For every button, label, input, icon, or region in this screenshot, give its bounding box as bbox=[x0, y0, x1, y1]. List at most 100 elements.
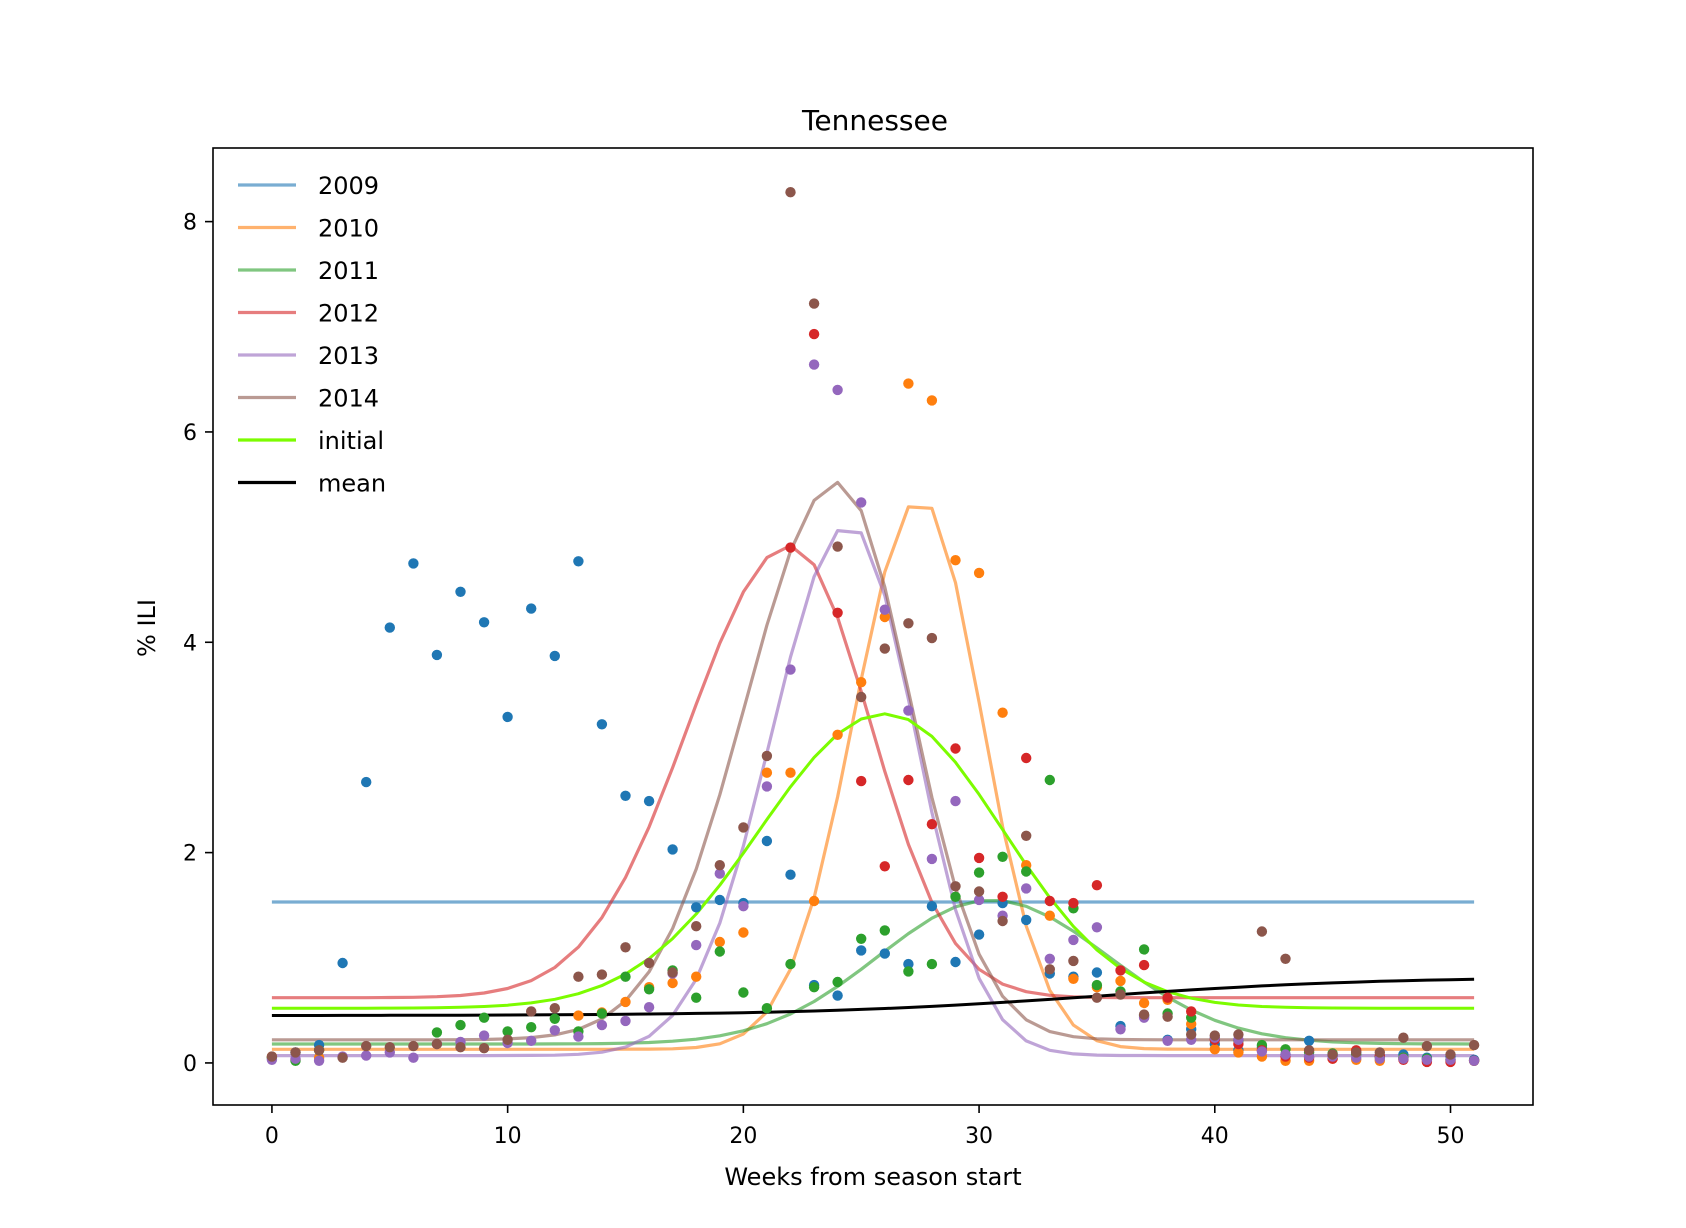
point-2014 bbox=[1233, 1029, 1244, 1040]
point-2011 bbox=[620, 971, 631, 982]
point-2011 bbox=[1138, 944, 1150, 955]
legend-label-initial: initial bbox=[318, 427, 384, 455]
point-2012 bbox=[950, 743, 961, 754]
point-2014 bbox=[1327, 1049, 1338, 1060]
point-2014 bbox=[1091, 992, 1103, 1003]
point-2013 bbox=[808, 359, 820, 370]
point-2013 bbox=[1091, 922, 1103, 933]
point-2012 bbox=[997, 891, 1008, 902]
point-2014 bbox=[290, 1047, 301, 1058]
point-2013 bbox=[1468, 1055, 1480, 1067]
point-2009 bbox=[903, 958, 914, 970]
point-2014 bbox=[1468, 1039, 1480, 1051]
x-tick-label: 10 bbox=[494, 1124, 522, 1149]
point-2013 bbox=[1398, 1053, 1409, 1064]
point-2009 bbox=[408, 558, 419, 569]
point-2014 bbox=[549, 1003, 560, 1014]
point-2012 bbox=[1020, 752, 1032, 764]
point-2014 bbox=[502, 1034, 513, 1046]
point-2013 bbox=[1256, 1046, 1268, 1057]
y-tick-label: 6 bbox=[183, 421, 197, 446]
x-tick-label: 50 bbox=[1437, 1124, 1465, 1149]
point-2010 bbox=[1209, 1044, 1221, 1055]
curve-2013 bbox=[271, 528, 1475, 1058]
point-2014 bbox=[596, 969, 608, 980]
point-2014 bbox=[926, 632, 938, 644]
legend: 2009 2010 2011 2012 2013 2014 initial mean bbox=[238, 172, 386, 498]
point-2011 bbox=[643, 984, 655, 995]
x-tick-label: 30 bbox=[965, 1124, 993, 1149]
point-2011 bbox=[832, 976, 843, 988]
legend-label-mean: mean bbox=[318, 470, 386, 498]
point-2013 bbox=[691, 939, 702, 951]
point-2014 bbox=[997, 915, 1008, 927]
legend-label-2010: 2010 bbox=[318, 215, 379, 243]
point-2009 bbox=[1303, 1035, 1315, 1047]
point-2014 bbox=[714, 860, 725, 871]
legend-label-2014: 2014 bbox=[318, 385, 379, 413]
point-2012 bbox=[1068, 897, 1079, 909]
point-2014 bbox=[667, 967, 678, 978]
point-2014 bbox=[384, 1042, 395, 1053]
point-2010 bbox=[620, 996, 631, 1008]
point-2014 bbox=[478, 1043, 490, 1054]
point-2014 bbox=[1421, 1040, 1433, 1052]
point-2011 bbox=[856, 933, 867, 944]
point-2013 bbox=[361, 1050, 372, 1061]
point-2013 bbox=[832, 384, 843, 396]
plot-frame bbox=[212, 147, 1534, 1106]
point-2014 bbox=[1374, 1047, 1386, 1058]
point-2009 bbox=[714, 894, 725, 906]
point-2010 bbox=[785, 767, 796, 778]
point-2010 bbox=[973, 567, 985, 579]
point-2014 bbox=[950, 881, 961, 892]
point-2012 bbox=[903, 774, 914, 786]
point-2013 bbox=[1068, 934, 1079, 946]
point-2011 bbox=[1020, 866, 1032, 877]
point-2014 bbox=[903, 618, 914, 629]
point-2012 bbox=[1115, 965, 1126, 976]
point-2013 bbox=[596, 1019, 608, 1031]
point-2014 bbox=[337, 1052, 348, 1063]
point-2014 bbox=[691, 921, 702, 932]
point-2010 bbox=[1044, 910, 1056, 921]
point-2010 bbox=[761, 767, 773, 778]
point-2012 bbox=[926, 819, 938, 830]
point-2013 bbox=[620, 1015, 631, 1027]
point-2012 bbox=[808, 328, 820, 340]
point-2013 bbox=[573, 1031, 584, 1042]
point-2009 bbox=[1091, 967, 1103, 978]
point-2011 bbox=[950, 891, 961, 902]
point-2014 bbox=[408, 1040, 419, 1052]
point-2012 bbox=[879, 861, 890, 872]
point-2009 bbox=[526, 603, 537, 614]
x-tick-label: 0 bbox=[265, 1124, 279, 1149]
point-2010 bbox=[856, 677, 867, 688]
point-2010 bbox=[1068, 973, 1079, 984]
point-2014 bbox=[808, 298, 820, 309]
point-2013 bbox=[643, 1002, 655, 1013]
curve-2014 bbox=[271, 480, 1475, 1042]
point-2012 bbox=[832, 607, 843, 618]
point-2011 bbox=[738, 987, 749, 998]
point-2014 bbox=[1138, 1009, 1150, 1020]
axes-layer: 0 10 20 30 40 50 0 2 4 6 8 bbox=[183, 211, 1465, 1149]
point-2012 bbox=[1138, 959, 1150, 971]
point-2011 bbox=[926, 958, 938, 970]
point-2014 bbox=[643, 957, 655, 969]
point-2014 bbox=[832, 541, 843, 552]
point-2009 bbox=[502, 711, 513, 723]
point-2013 bbox=[903, 705, 914, 716]
point-2014 bbox=[1445, 1049, 1456, 1060]
point-2010 bbox=[714, 936, 725, 948]
y-tick-label: 8 bbox=[183, 211, 197, 236]
point-2014 bbox=[785, 187, 796, 198]
point-2011 bbox=[431, 1027, 443, 1038]
point-2011 bbox=[1091, 979, 1103, 991]
point-2014 bbox=[266, 1051, 278, 1062]
point-2010 bbox=[997, 707, 1008, 718]
point-2009 bbox=[785, 869, 796, 880]
legend-label-2009: 2009 bbox=[318, 172, 379, 200]
point-2011 bbox=[714, 946, 725, 957]
